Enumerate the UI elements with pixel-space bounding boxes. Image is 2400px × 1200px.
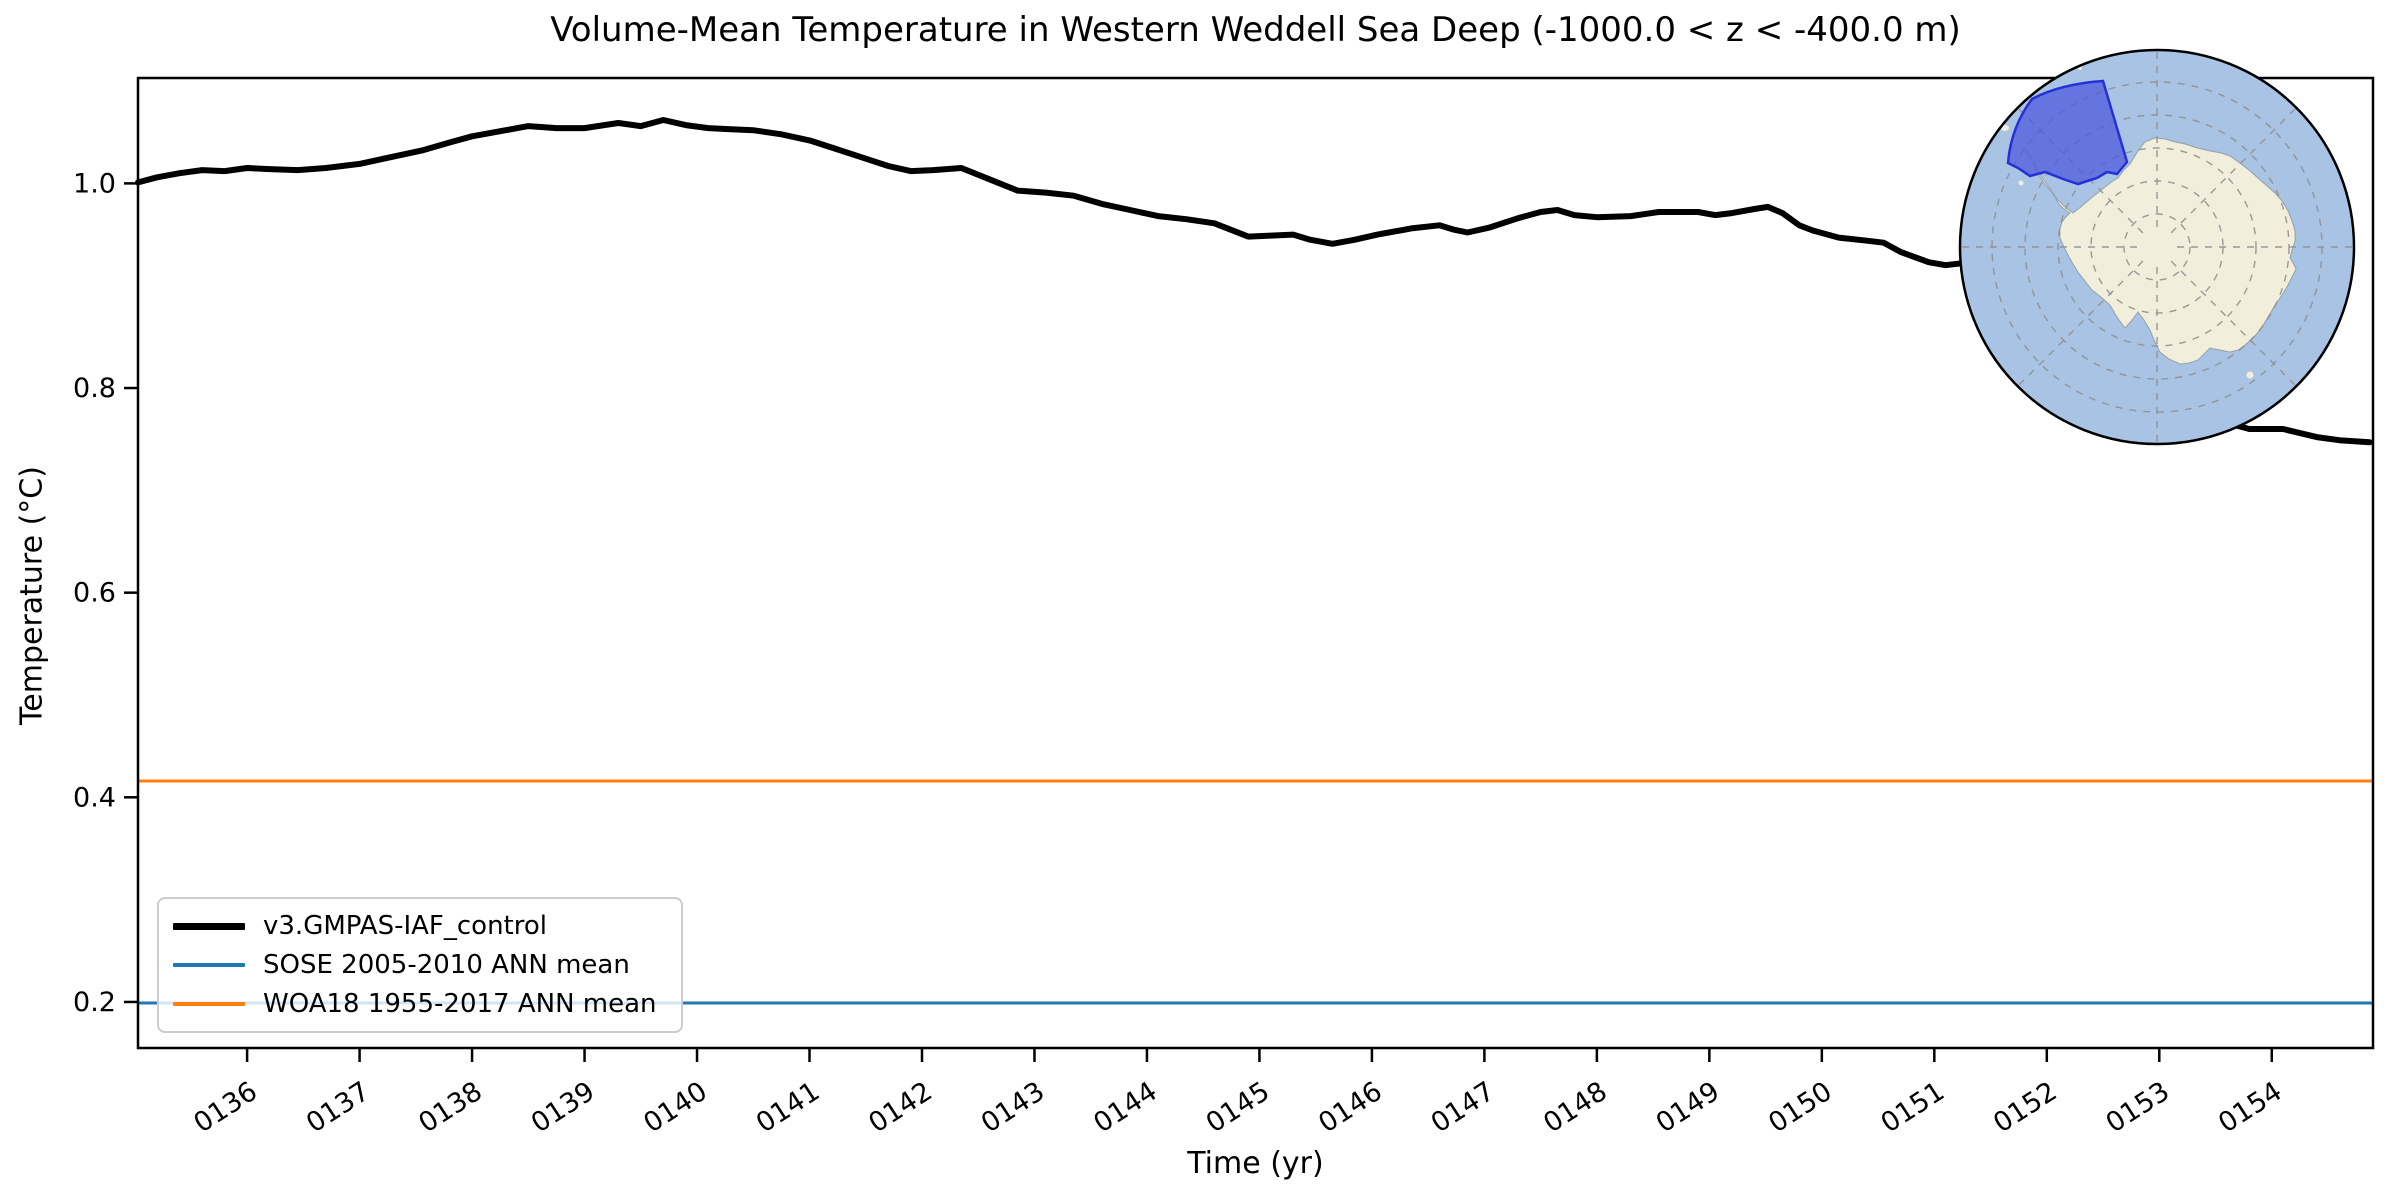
graticule	[1960, 50, 2354, 444]
y-tick-label: 0.2	[73, 987, 116, 1018]
graticule-circle	[2057, 147, 2257, 347]
x-tick-label: 0151	[1876, 1076, 1951, 1139]
antarctica-inset-map	[1958, 48, 2356, 446]
legend: v3.GMPAS-IAF_control SOSE 2005-2010 ANN …	[157, 897, 683, 1033]
x-tick-label: 0154	[2213, 1076, 2288, 1139]
graticule-meridian	[2170, 107, 2297, 234]
x-tick-label: 0147	[1426, 1076, 1501, 1139]
y-axis-title: Temperature (°C)	[14, 466, 50, 725]
x-tick-label: 0145	[1201, 1076, 1276, 1139]
y-tick-label: 0.4	[73, 782, 116, 813]
x-tick-label: 0144	[1088, 1076, 1163, 1139]
map-border-circle	[1958, 48, 2356, 446]
x-tick-label: 0142	[863, 1076, 938, 1139]
y-tick-label: 0.6	[73, 578, 116, 609]
x-axis-title: Time (yr)	[1187, 1146, 1324, 1181]
graticule-circle	[2123, 213, 2191, 281]
island	[2018, 180, 2024, 186]
x-tick-label: 0138	[413, 1076, 488, 1139]
y-tick-label: 1.0	[73, 168, 116, 199]
x-tick-label: 0141	[751, 1076, 826, 1139]
legend-row: WOA18 1955-2017 ANN mean	[173, 987, 667, 1021]
graticule-meridian	[2017, 260, 2144, 387]
x-tick-label: 0137	[301, 1076, 376, 1139]
y-tick-label: 0.8	[73, 373, 116, 404]
x-tick-label: 0146	[1313, 1076, 1388, 1139]
x-tick-label: 0143	[976, 1076, 1051, 1139]
legend-label: v3.GMPAS-IAF_control	[263, 911, 547, 941]
legend-swatch-sose-line	[173, 963, 245, 967]
graticule-meridian	[2170, 260, 2297, 387]
legend-swatch-control-line	[173, 922, 245, 930]
legend-swatch-woa-line	[173, 1002, 245, 1006]
legend-label: WOA18 1955-2017 ANN mean	[263, 989, 657, 1019]
x-tick-label: 0152	[1988, 1076, 2063, 1139]
x-tick-label: 0148	[1538, 1076, 1613, 1139]
weddell-region-highlight	[2006, 79, 2129, 186]
x-tick-label: 0150	[1763, 1076, 1838, 1139]
chart-title: Volume-Mean Temperature in Western Wedde…	[550, 10, 1961, 50]
x-tick-label: 0149	[1651, 1076, 1726, 1139]
island	[2246, 371, 2254, 379]
antarctica-landmass	[2023, 137, 2297, 365]
x-tick-label: 0136	[188, 1076, 263, 1139]
x-tick-label: 0139	[526, 1076, 601, 1139]
island	[2001, 125, 2009, 131]
legend-row: SOSE 2005-2010 ANN mean	[173, 948, 667, 982]
axes-spines	[136, 76, 2375, 1050]
x-tick-label: 0140	[638, 1076, 713, 1139]
legend-label: SOSE 2005-2010 ANN mean	[263, 950, 630, 980]
legend-row: v3.GMPAS-IAF_control	[173, 909, 667, 943]
x-tick-label: 0153	[2101, 1076, 2176, 1139]
